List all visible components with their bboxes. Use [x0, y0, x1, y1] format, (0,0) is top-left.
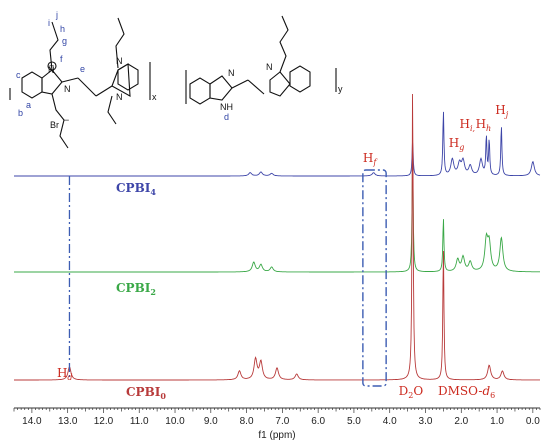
pos-b: b: [18, 108, 23, 118]
annotation-d2o: D2O: [399, 384, 424, 400]
x-tick-label: 11.0: [130, 416, 149, 427]
alkyl-chain: [49, 21, 59, 71]
alkyl-chain: [115, 17, 125, 69]
x-tick-label: 3.0: [419, 416, 433, 427]
structure-ring: [269, 71, 291, 97]
annotation-hg: Hg: [449, 136, 465, 152]
annotation-hh: Hh: [476, 117, 492, 133]
x-tick-label: 2.0: [454, 416, 468, 427]
structure-ring: [21, 71, 43, 99]
pos-i: i: [48, 18, 50, 28]
x-tick-label: 13.0: [58, 416, 78, 427]
structure-ring: [111, 63, 131, 97]
pos-g: g: [62, 36, 67, 46]
annotation-hd: Hd: [57, 366, 73, 382]
structure-ring: [41, 69, 63, 95]
x-tick-label: 10.0: [165, 416, 185, 427]
counterion-charge: −: [64, 115, 69, 125]
pos-e: e: [80, 64, 85, 74]
structure-ring: [209, 75, 233, 101]
x-tick-label: 6.0: [311, 416, 325, 427]
annotation-hf: Hf: [363, 151, 378, 167]
spectrum-trace-cpbi4: [14, 111, 541, 177]
annotation-hi: Hi,: [459, 117, 475, 133]
pos-a: a: [26, 100, 31, 110]
pos-h: h: [60, 24, 65, 34]
atom-n2: N: [64, 84, 71, 94]
alkyl-chain: [51, 93, 69, 149]
series-label-cpbi0: CPBI0: [126, 385, 166, 401]
counterion: Br: [50, 120, 59, 130]
atom-n6: N: [266, 62, 273, 72]
x-axis-label: f1 (ppm): [258, 430, 295, 441]
spectrum-trace-cpbi0: [14, 93, 540, 381]
x-tick-label: 4.0: [383, 416, 397, 427]
x-tick-label: 0.0: [526, 416, 540, 427]
x-tick-label: 5.0: [347, 416, 361, 427]
structure-bond: [231, 79, 249, 89]
series-label-cpbi4: CPBI4: [116, 181, 156, 197]
annotation-hj: Hj: [495, 103, 508, 119]
structure-ring: [189, 77, 211, 105]
structure-bond: [95, 85, 113, 97]
repeat-x: x: [152, 92, 157, 102]
x-axis: 14.0 13.0 12.0 11.0 10.0 9.0 8.0 7.0 6.0 5.0 4.0 3.…: [13, 407, 541, 427]
x-tick-label: 14.0: [22, 416, 42, 427]
structure-bond: [61, 77, 79, 83]
atom-n5: N: [228, 68, 235, 78]
structure-ring: [289, 65, 311, 93]
atom-n1: N: [48, 65, 55, 75]
structure-bond: [77, 77, 97, 97]
structure-labels: N N + Br − N N N NH N x y a b c d e f g …: [16, 10, 343, 130]
x-tick-label: 1.0: [490, 416, 504, 427]
alkyl-chain: [107, 95, 117, 125]
structure-bond: [247, 79, 265, 95]
annotation-dmso: DMSO-d6: [438, 384, 495, 400]
polymer-structure: [9, 15, 337, 149]
x-tick-label: 9.0: [204, 416, 218, 427]
alkyl-chain: [279, 15, 289, 73]
atom-n3: N: [116, 56, 123, 66]
x-tick-label: 7.0: [275, 416, 289, 427]
series-label-cpbi2: CPBI2: [116, 281, 156, 297]
pos-j: j: [55, 10, 58, 20]
pos-f: f: [60, 54, 63, 64]
x-tick-label: 12.0: [94, 416, 114, 427]
x-tick-label: 8.0: [240, 416, 254, 427]
atom-n4: N: [116, 92, 123, 102]
pos-d: d: [224, 112, 229, 122]
pos-c: c: [16, 70, 21, 80]
spectrum-trace-cpbi2: [14, 155, 540, 273]
spectra-layer: [14, 93, 541, 381]
hf-guide-box: [362, 169, 387, 387]
charge-sign: +: [49, 61, 54, 71]
repeat-y: y: [338, 84, 343, 94]
atom-nh: NH: [220, 102, 233, 112]
